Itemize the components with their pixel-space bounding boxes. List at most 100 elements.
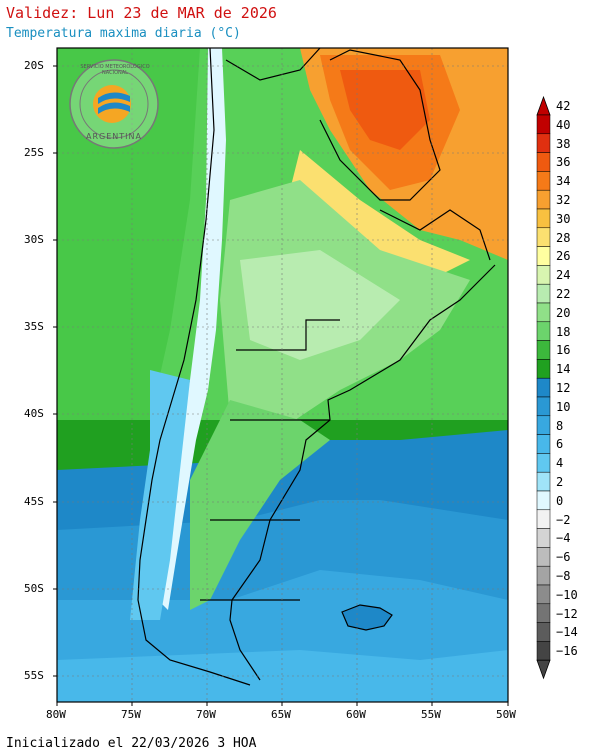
atlantic-coastline — [229, 264, 496, 681]
lon-label: 55W — [421, 708, 441, 721]
lon-label: 65W — [271, 708, 291, 721]
colorbar-swatch — [536, 208, 551, 229]
colorbar-label: −12 — [556, 606, 578, 621]
colorbar-swatch — [536, 434, 551, 454]
colorbar-swatch — [536, 641, 551, 661]
colorbar-label: 38 — [556, 136, 571, 151]
colorbar-label: 10 — [556, 399, 571, 414]
colorbar-label: −8 — [556, 569, 571, 583]
malvinas-coast — [341, 604, 393, 631]
bolivia-border — [225, 48, 321, 81]
colorbar-label: 18 — [556, 324, 571, 339]
lat-label: 50S — [24, 582, 44, 595]
graticule — [57, 48, 508, 702]
colorbar-label: 16 — [556, 343, 571, 358]
colorbar-label: 12 — [556, 381, 571, 395]
lat-label: 45S — [24, 495, 44, 508]
colorbar-swatch — [536, 396, 551, 417]
colorbar-swatch — [536, 265, 551, 285]
colorbar-swatch — [536, 302, 551, 323]
colorbar-swatch — [536, 152, 551, 172]
colorbar-label: 34 — [556, 174, 571, 189]
colorbar-swatch — [536, 340, 551, 360]
wave-icon — [98, 92, 130, 104]
colorbar-swatch — [536, 133, 551, 153]
field-central-24 — [240, 250, 400, 360]
lon-label: 75W — [121, 708, 141, 721]
paraguay-border — [319, 49, 441, 201]
colorbar-swatch — [536, 114, 551, 135]
colorbar-label: 20 — [556, 305, 571, 320]
map-borders — [137, 48, 496, 686]
colorbar-label: −14 — [556, 625, 578, 640]
lon-label: 60W — [346, 708, 366, 721]
colorbar-swatch — [536, 171, 551, 191]
colorbar-label: 40 — [556, 117, 571, 132]
field-malvinas — [342, 605, 392, 630]
init-time: Inicializado el 22/03/2026 3 HOA — [6, 736, 257, 751]
colorbar-swatch — [536, 622, 551, 642]
colorbar-label: 24 — [556, 268, 571, 283]
field-patagonia-20 — [190, 400, 330, 610]
colorbar — [536, 95, 551, 680]
colorbar-bottom-arrow — [536, 659, 551, 680]
colorbar-swatch — [536, 471, 551, 492]
colorbar-label: 22 — [556, 287, 571, 301]
colorbar-label: 2 — [556, 475, 564, 489]
colorbar-label: 14 — [556, 362, 571, 377]
colorbar-label: 6 — [556, 437, 564, 452]
lat-label: 40S — [24, 407, 44, 420]
colorbar-swatch — [536, 415, 551, 435]
smn-logo — [69, 59, 159, 149]
colorbar-label: −16 — [556, 644, 578, 659]
colorbar-swatch — [536, 547, 551, 567]
colorbar-swatch — [536, 321, 551, 341]
lon-label: 50W — [496, 708, 516, 721]
colorbar-label: 28 — [556, 230, 571, 245]
colorbar-label: 30 — [556, 211, 571, 226]
colorbar-top-arrow — [536, 95, 551, 116]
colorbar-label: 26 — [556, 249, 571, 264]
lat-label: 55S — [24, 669, 44, 682]
field-andes-cold — [130, 370, 190, 620]
colorbar-label: 32 — [556, 193, 571, 207]
colorbar-swatch — [536, 528, 551, 548]
lat-label: 20S — [24, 59, 44, 72]
lon-label: 80W — [46, 708, 66, 721]
colorbar-swatch — [536, 453, 551, 473]
logo-text-top: SERVICIO METEOROLÓGICO NACIONAL — [80, 64, 150, 76]
lat-label: 35S — [24, 320, 44, 333]
field-warm-30 — [290, 150, 470, 275]
axis-ticks — [53, 65, 509, 706]
lon-label: 70W — [196, 708, 216, 721]
colorbar-swatch — [536, 584, 551, 605]
colorbar-label: 4 — [556, 456, 564, 471]
colorbar-label: −6 — [556, 550, 571, 565]
colorbar-label: 8 — [556, 418, 564, 433]
colorbar-swatch — [536, 283, 551, 304]
colorbar-label: −10 — [556, 587, 578, 602]
lat-label: 30S — [24, 233, 44, 246]
colorbar-label: 0 — [556, 493, 564, 508]
colorbar-swatch — [536, 509, 551, 529]
patagonia-province-borders — [200, 419, 330, 601]
page-subtitle: Temperatura maxima diaria (°C) — [6, 26, 241, 41]
colorbar-label: −4 — [556, 531, 571, 546]
colorbar-label: 42 — [556, 99, 571, 113]
colorbar-swatch — [536, 603, 551, 623]
colorbar-swatch — [536, 490, 551, 511]
colorbar-swatch — [536, 227, 551, 247]
colorbar-swatch — [536, 565, 551, 586]
page-title: Validez: Lun 23 de MAR de 2026 — [6, 4, 277, 22]
colorbar-label: 36 — [556, 155, 571, 170]
colorbar-swatch — [536, 189, 551, 210]
pacific-coastline — [137, 48, 251, 686]
colorbar-swatch — [536, 359, 551, 379]
field-warm-38 — [340, 70, 430, 150]
colorbar-swatch — [536, 377, 551, 398]
colorbar-swatch — [536, 246, 551, 266]
province-borders — [236, 319, 340, 351]
logo-text-bottom: ARGENTINA — [86, 132, 142, 141]
colorbar-label: −2 — [556, 512, 571, 527]
